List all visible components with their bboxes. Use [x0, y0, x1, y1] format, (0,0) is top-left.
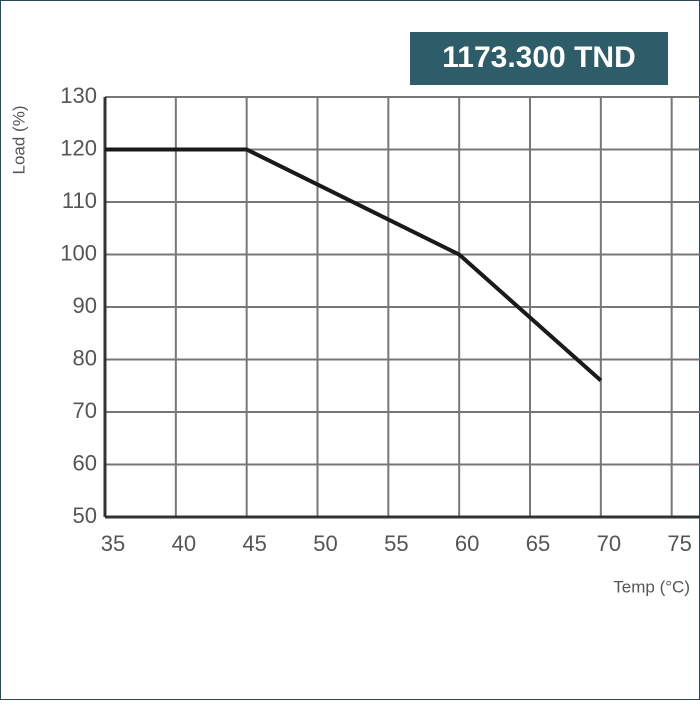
x-tick-label: 60 — [455, 531, 479, 556]
price: 1173.300 TND — [442, 41, 635, 74]
y-axis-label: Load (%) — [9, 106, 28, 175]
y-tick-label: 80 — [73, 345, 97, 370]
x-axis-label: Temp (°C) — [613, 577, 690, 596]
x-tick-label: 65 — [526, 531, 550, 556]
x-tick-label: 35 — [101, 531, 125, 556]
y-tick-label: 130 — [60, 83, 97, 108]
x-tick-label: 45 — [242, 531, 266, 556]
x-tick-label: 75 — [667, 531, 691, 556]
y-tick-label: 120 — [60, 135, 97, 160]
x-tick-label: 55 — [384, 531, 408, 556]
y-tick-label: 90 — [73, 293, 97, 318]
y-tick-label: 100 — [60, 240, 97, 265]
price-badge — [410, 32, 668, 85]
y-tick-label: 50 — [73, 503, 97, 528]
y-tick-label: 110 — [62, 188, 97, 213]
x-tick-label: 70 — [597, 531, 621, 556]
x-tick-label: 50 — [313, 531, 337, 556]
x-tick-label: 40 — [172, 531, 196, 556]
y-tick-label: 60 — [73, 450, 97, 475]
line — [105, 147, 603, 382]
y-tick-label: 70 — [73, 398, 97, 423]
